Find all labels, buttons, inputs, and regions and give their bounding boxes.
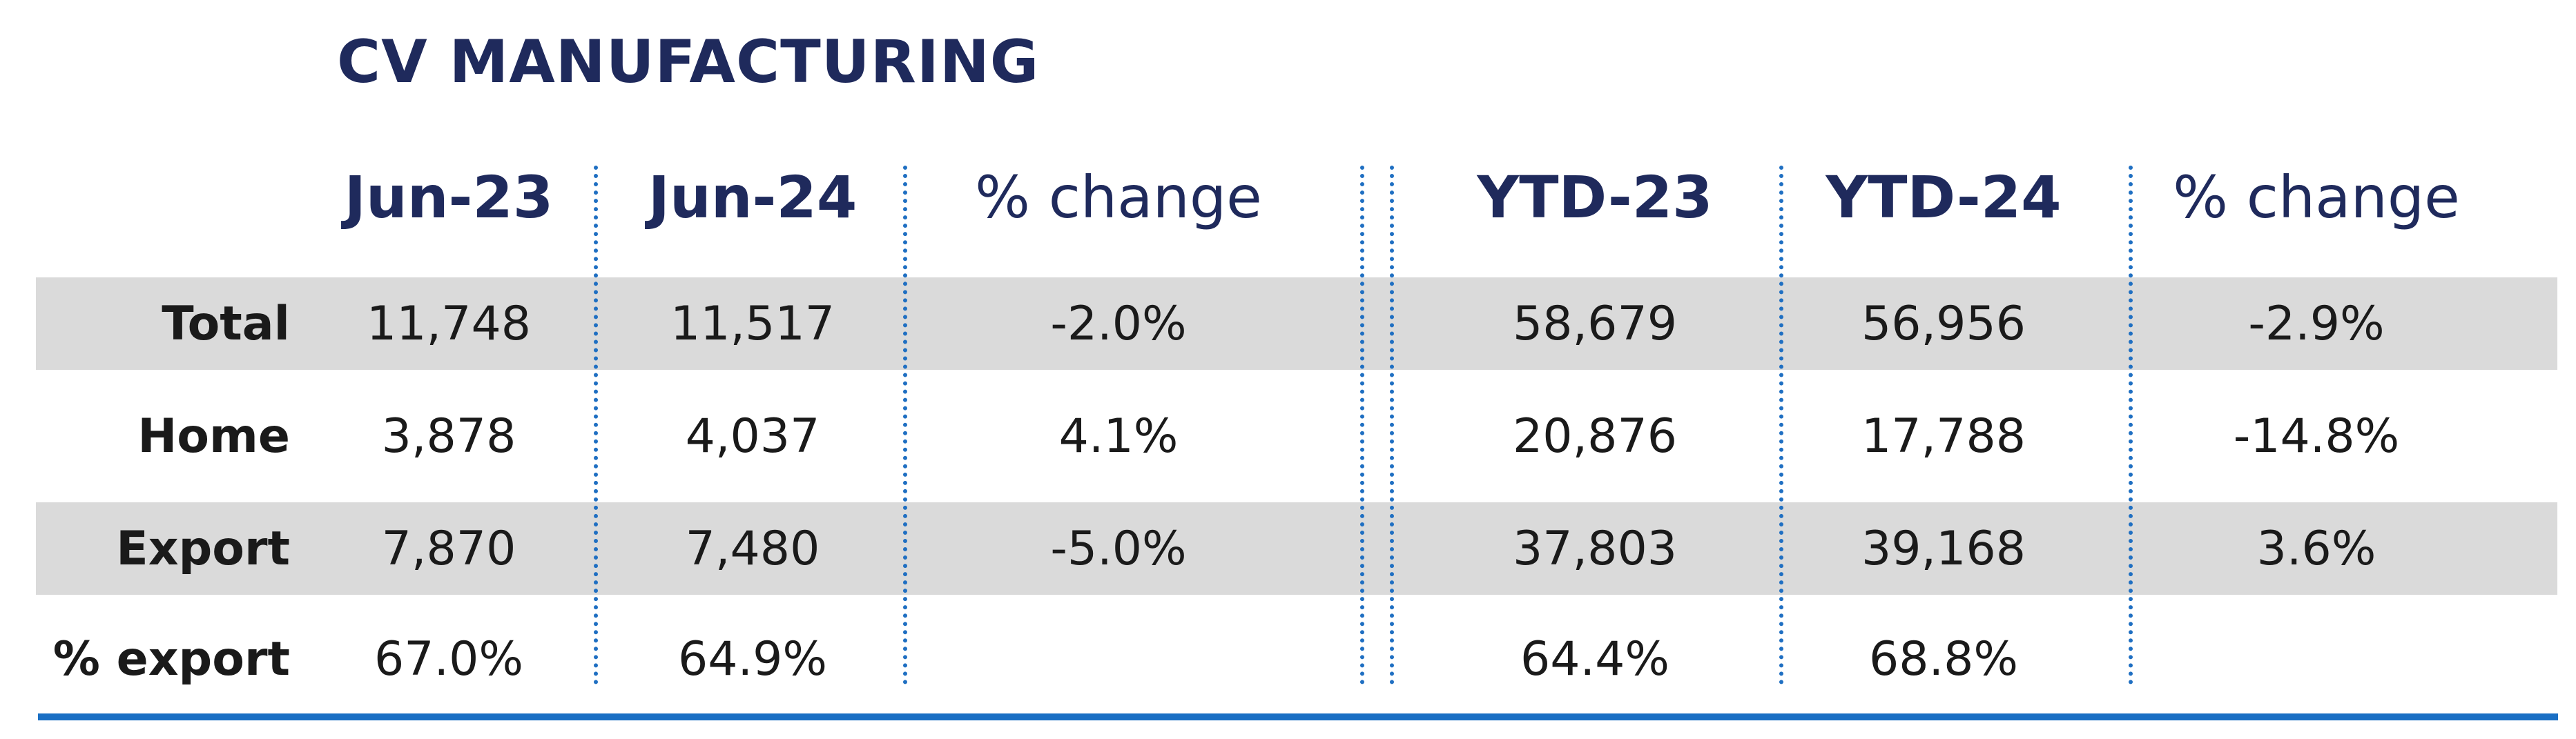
column-header-jun-23: Jun-23 [344,164,554,231]
table-cell: 67.0% [374,631,524,687]
column-header-ytd-23: YTD-23 [1477,164,1713,231]
table-cell: 11,748 [367,296,531,351]
table-row: Home 3,878 4,037 4.1% 20,876 17,788 -14.… [0,390,2576,482]
table-cell: 64.4% [1520,631,1670,687]
table-cell: -5.0% [1050,521,1187,576]
section-divider [1360,166,1364,684]
table-cell: 56,956 [1861,296,2026,351]
table-cell: 4.1% [1058,408,1179,464]
table-cell: 37,803 [1513,521,1677,576]
table-cell [939,613,1298,705]
column-divider [2129,166,2133,684]
table-cell: -2.0% [1050,296,1187,351]
row-label: Home [137,408,290,464]
table-cell: 68.8% [1868,631,2019,687]
row-label: Total [162,296,290,351]
table-cell: 58,679 [1513,296,1677,351]
row-label: Export [116,521,290,576]
column-header-ytd-24: YTD-24 [1826,164,2062,231]
column-divider [903,166,907,684]
table-cell: 20,876 [1513,408,1677,464]
table-cell: 3.6% [2256,521,2376,576]
table-row: Export 7,870 7,480 -5.0% 37,803 39,168 3… [0,502,2576,595]
page-title: CV MANUFACTURING [337,28,1040,97]
column-divider [1779,166,1783,684]
table-cell: 17,788 [1861,408,2026,464]
column-header-ytd-change: % change [2173,164,2460,231]
table-cell: 7,480 [685,521,820,576]
row-band-export [36,502,2557,595]
table-row: % export 67.0% 64.9% 64.4% 68.8% [0,613,2576,705]
table-row: Total 11,748 11,517 -2.0% 58,679 56,956 … [0,277,2576,370]
table-cell: -14.8% [2233,408,2400,464]
table-cell: 3,878 [381,408,516,464]
column-divider [594,166,598,684]
column-header-month-change: % change [975,164,1262,231]
table-cell: 4,037 [685,408,820,464]
column-header-jun-24: Jun-24 [648,164,858,231]
table-cell: 11,517 [670,296,835,351]
row-label: % export [52,631,290,687]
bottom-rule [38,713,2558,720]
table-cell: 64.9% [677,631,828,687]
row-band-total [36,277,2557,370]
table-cell: -2.9% [2248,296,2385,351]
table-cell: 39,168 [1861,521,2026,576]
table-cell: 7,870 [381,521,516,576]
section-divider [1390,166,1394,684]
table-cell [2137,613,2496,705]
